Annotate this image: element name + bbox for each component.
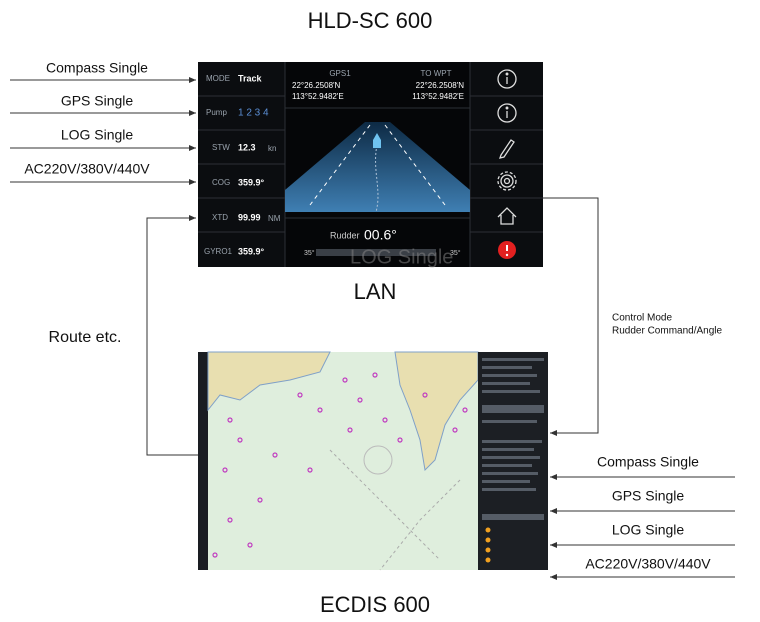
field-value: 359.9° bbox=[238, 177, 265, 187]
hld-screen: MODE Track Pump 1 2 3 4 STW 12.3 kn COG … bbox=[198, 62, 543, 268]
gps-header: GPS1 bbox=[329, 69, 351, 78]
ecdis-sidebar bbox=[478, 352, 548, 570]
track-view bbox=[285, 122, 470, 212]
input-label: AC220V/380V/440V bbox=[585, 556, 711, 572]
input-label: GPS Single bbox=[61, 93, 134, 109]
field-value: 1 2 3 4 bbox=[238, 108, 269, 119]
input-label: GPS Single bbox=[612, 488, 685, 504]
ecdis-inputs: Compass Single GPS Single LOG Single AC2… bbox=[550, 454, 735, 580]
input-label: LOG Single bbox=[612, 522, 685, 538]
input-label: LOG Single bbox=[61, 127, 134, 143]
field-name: GYRO1 bbox=[204, 247, 233, 256]
field-value: 99.99 bbox=[238, 212, 261, 222]
control-arrow bbox=[543, 197, 599, 436]
land bbox=[207, 351, 331, 412]
field-value: Track bbox=[238, 73, 263, 83]
wpt-header: TO WPT bbox=[421, 69, 452, 78]
route-arrow bbox=[146, 215, 198, 456]
gps-lon: 113°52.9482'E bbox=[292, 92, 344, 101]
rudder-scale: 35° bbox=[450, 249, 461, 257]
ecdis-title: ECDIS 600 bbox=[320, 592, 430, 617]
field-value: 12.3 bbox=[238, 142, 256, 152]
field-name: COG bbox=[212, 178, 230, 187]
wpt-lon: 113°52.9482'E bbox=[412, 92, 464, 101]
field-unit: kn bbox=[268, 144, 276, 153]
input-label: Compass Single bbox=[597, 454, 699, 470]
ship bbox=[373, 133, 381, 148]
route-label: Route etc. bbox=[49, 329, 122, 346]
icons bbox=[497, 69, 517, 225]
watermark: LOG Single bbox=[350, 246, 453, 268]
rudder-value: 00.6° bbox=[364, 227, 397, 243]
rudder-label: Rudder bbox=[330, 230, 360, 240]
field-name: XTD bbox=[212, 213, 228, 222]
field-name: Pump bbox=[206, 108, 227, 117]
lan-label: LAN bbox=[354, 279, 397, 304]
hld-title: HLD-SC 600 bbox=[308, 8, 433, 33]
input-label: AC220V/380V/440V bbox=[24, 161, 150, 177]
map-marks bbox=[212, 372, 468, 558]
ecdis-screen bbox=[198, 351, 548, 571]
hld-inputs: Compass Single GPS Single LOG Single AC2… bbox=[10, 60, 196, 185]
gps-lat: 22°26.2508'N bbox=[292, 81, 341, 90]
wpt-lat: 22°26.2508'N bbox=[416, 81, 465, 90]
field-unit: NM bbox=[268, 214, 281, 223]
control-label: Control Mode bbox=[612, 313, 672, 324]
control-label: Rudder Command/Angle bbox=[612, 326, 722, 337]
field-name: STW bbox=[212, 143, 230, 152]
rudder-scale: 35° bbox=[304, 249, 315, 257]
field-name: MODE bbox=[206, 74, 230, 83]
field-value: 359.9° bbox=[238, 246, 265, 256]
input-label: Compass Single bbox=[46, 60, 148, 76]
